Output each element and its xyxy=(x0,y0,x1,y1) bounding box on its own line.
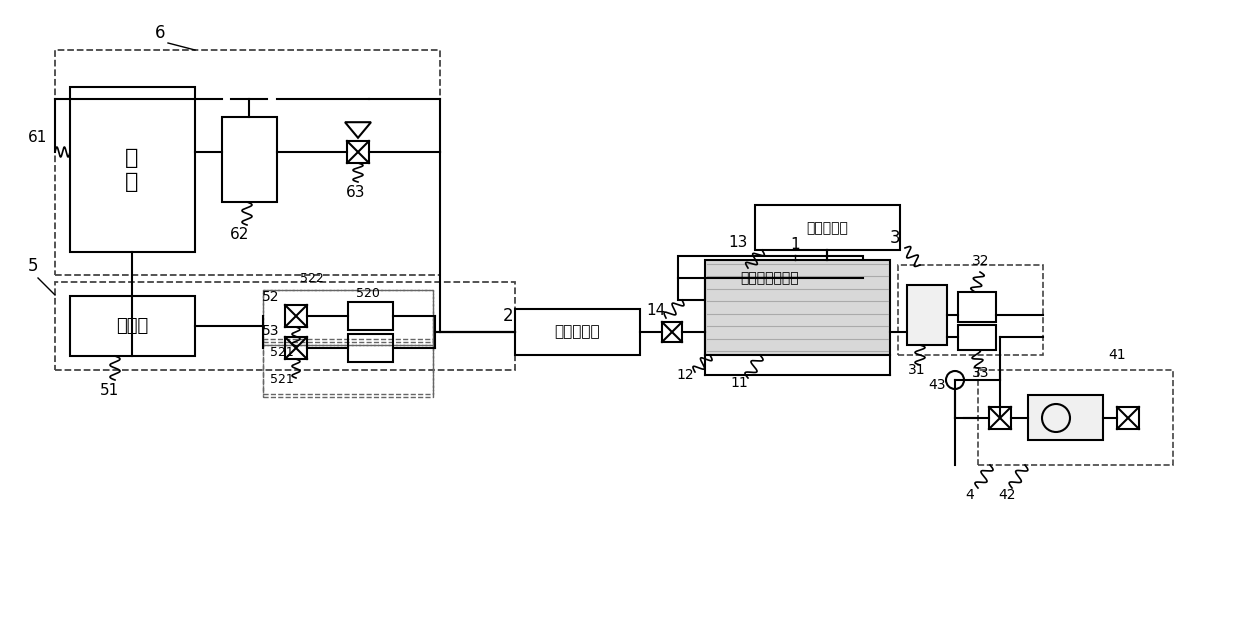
Bar xyxy=(959,325,996,350)
Text: 53: 53 xyxy=(262,324,279,338)
Bar xyxy=(55,50,440,275)
Bar xyxy=(706,260,890,355)
Bar xyxy=(285,337,308,359)
Text: 岩块加热器: 岩块加热器 xyxy=(806,221,848,235)
Text: 13: 13 xyxy=(728,235,748,250)
Bar xyxy=(69,87,195,252)
Text: 62: 62 xyxy=(229,227,249,242)
Bar xyxy=(1117,407,1140,429)
Text: 51: 51 xyxy=(100,383,119,398)
Text: 43: 43 xyxy=(928,378,945,392)
Text: 4: 4 xyxy=(965,488,973,502)
Text: 61: 61 xyxy=(29,130,47,145)
Bar xyxy=(906,285,947,345)
Bar xyxy=(978,370,1173,465)
Text: 2: 2 xyxy=(503,307,513,325)
Bar xyxy=(222,117,277,202)
Bar xyxy=(55,282,515,370)
Bar xyxy=(678,256,863,300)
Bar xyxy=(990,407,1011,429)
Bar xyxy=(347,141,370,163)
Text: 521: 521 xyxy=(270,346,294,359)
Bar xyxy=(348,334,393,362)
Bar xyxy=(898,265,1043,355)
Bar xyxy=(263,339,433,394)
Text: 6: 6 xyxy=(155,24,165,42)
Text: 521: 521 xyxy=(270,373,294,386)
Text: 1: 1 xyxy=(790,237,800,252)
Bar xyxy=(348,302,393,330)
Text: 522: 522 xyxy=(300,272,324,285)
Text: 3: 3 xyxy=(890,229,900,247)
Text: 14: 14 xyxy=(646,303,665,318)
Text: 温度传感器组件: 温度传感器组件 xyxy=(740,271,800,285)
Text: 520: 520 xyxy=(356,287,379,300)
Text: 32: 32 xyxy=(972,254,990,268)
Text: 流体加热器: 流体加热器 xyxy=(554,324,600,339)
Bar xyxy=(662,322,682,342)
Text: 52: 52 xyxy=(262,290,279,304)
Text: 11: 11 xyxy=(730,376,748,390)
Text: 33: 33 xyxy=(972,366,990,380)
Text: 63: 63 xyxy=(346,185,366,200)
Text: 平流泵: 平流泵 xyxy=(115,317,148,335)
Text: 气
瓶: 气 瓶 xyxy=(125,148,139,191)
Text: 42: 42 xyxy=(998,488,1016,502)
Bar xyxy=(515,309,640,355)
Bar xyxy=(1028,395,1104,440)
Text: 12: 12 xyxy=(676,368,693,382)
Bar xyxy=(69,296,195,356)
Text: 41: 41 xyxy=(1109,348,1126,362)
Bar xyxy=(755,205,900,250)
Bar xyxy=(263,345,433,397)
Bar xyxy=(959,292,996,322)
Bar xyxy=(263,290,433,342)
Text: 5: 5 xyxy=(29,257,38,275)
Text: 31: 31 xyxy=(908,363,925,377)
Bar xyxy=(263,290,433,345)
Bar xyxy=(285,305,308,327)
